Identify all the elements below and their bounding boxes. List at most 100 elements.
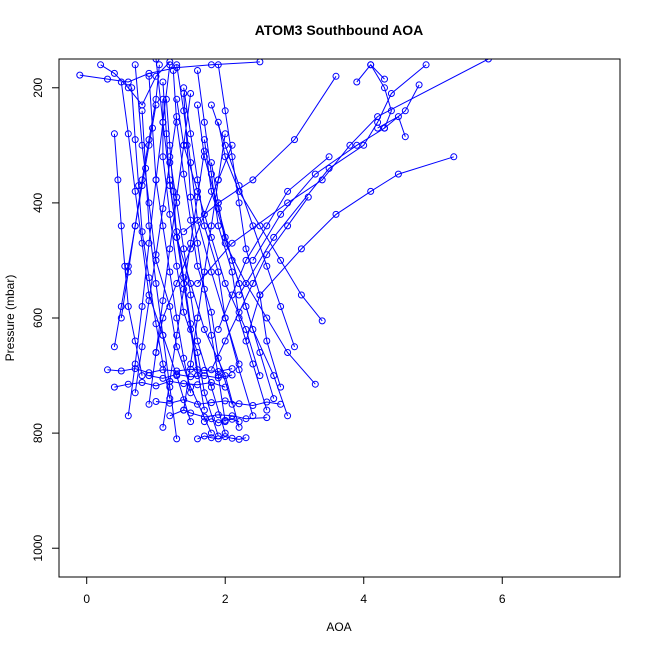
data-point	[117, 367, 125, 375]
data-point	[166, 412, 174, 420]
data-point	[221, 429, 229, 437]
data-point	[124, 303, 132, 310]
x-tick-label: 4	[360, 592, 367, 606]
data-point	[166, 245, 174, 253]
series-line	[169, 156, 226, 434]
data-point	[131, 222, 139, 230]
data-point	[200, 326, 208, 333]
data-point	[187, 326, 195, 333]
series-27	[124, 61, 174, 420]
data-point	[263, 222, 271, 230]
data-point	[277, 210, 285, 218]
data-point	[367, 61, 375, 69]
series-line	[183, 87, 240, 365]
data-point	[249, 256, 257, 264]
data-point	[221, 337, 229, 345]
data-point	[242, 434, 250, 442]
data-point	[228, 434, 236, 442]
series-44	[214, 153, 333, 333]
series-43	[166, 153, 229, 437]
data-point	[145, 141, 153, 149]
data-point	[332, 72, 340, 80]
data-point	[180, 141, 188, 149]
data-point	[187, 90, 195, 97]
data-point	[291, 343, 298, 351]
data-point	[422, 61, 430, 69]
data-point	[318, 317, 326, 325]
data-point	[124, 412, 132, 420]
data-point	[228, 371, 236, 379]
data-point	[159, 314, 167, 322]
data-point	[387, 90, 395, 97]
series-42	[110, 101, 160, 351]
data-point	[166, 210, 174, 218]
series-0	[194, 432, 250, 443]
series-line	[165, 99, 198, 376]
data-point	[221, 130, 229, 138]
data-point	[235, 199, 243, 207]
data-point	[194, 67, 201, 74]
data-point	[145, 72, 153, 80]
data-point	[284, 412, 292, 420]
y-tick-label: 400	[31, 193, 45, 213]
series-40	[207, 101, 298, 351]
plot-frame	[58, 58, 621, 578]
series-line	[162, 81, 205, 411]
data-point	[194, 101, 201, 109]
data-point	[173, 113, 181, 121]
data-point	[124, 130, 132, 138]
data-point	[235, 182, 243, 190]
data-point	[249, 176, 257, 184]
data-point	[159, 423, 167, 431]
y-tick-label: 800	[31, 423, 45, 443]
series-46	[374, 113, 409, 141]
data-point	[200, 268, 208, 276]
plot-area	[76, 59, 492, 443]
data-point	[200, 432, 208, 440]
data-point	[187, 130, 195, 138]
x-tick-label: 0	[83, 592, 90, 606]
series-line	[120, 81, 192, 422]
data-point	[381, 75, 388, 83]
data-point	[173, 95, 181, 103]
series-14	[110, 130, 146, 380]
data-point	[242, 303, 250, 310]
data-point	[221, 433, 229, 441]
data-point	[138, 343, 146, 351]
data-point	[173, 343, 181, 351]
series-39	[159, 147, 208, 431]
data-point	[145, 222, 153, 230]
data-point	[207, 366, 215, 374]
data-point	[187, 159, 195, 167]
series-38	[180, 84, 243, 368]
data-point	[173, 370, 181, 378]
data-point	[221, 233, 229, 241]
data-point	[284, 349, 292, 356]
data-point	[263, 251, 271, 259]
data-point	[387, 107, 395, 115]
data-point	[207, 308, 215, 316]
data-point	[173, 262, 181, 270]
data-point	[263, 414, 271, 422]
data-point	[173, 331, 181, 339]
series-line	[183, 133, 226, 411]
series-line	[370, 64, 392, 129]
series-line	[203, 139, 289, 416]
data-point	[200, 210, 208, 218]
data-point	[124, 84, 132, 92]
data-point	[76, 71, 84, 79]
data-point	[360, 141, 368, 149]
data-point	[304, 193, 312, 201]
data-point	[401, 133, 409, 141]
data-point	[228, 141, 236, 149]
data-point	[318, 176, 326, 184]
data-point	[159, 153, 167, 161]
data-point	[200, 136, 208, 144]
data-point	[200, 372, 208, 380]
data-point	[242, 415, 250, 423]
data-point	[270, 233, 278, 241]
series-line	[252, 84, 420, 261]
data-point	[173, 280, 181, 287]
series-line	[197, 70, 268, 411]
